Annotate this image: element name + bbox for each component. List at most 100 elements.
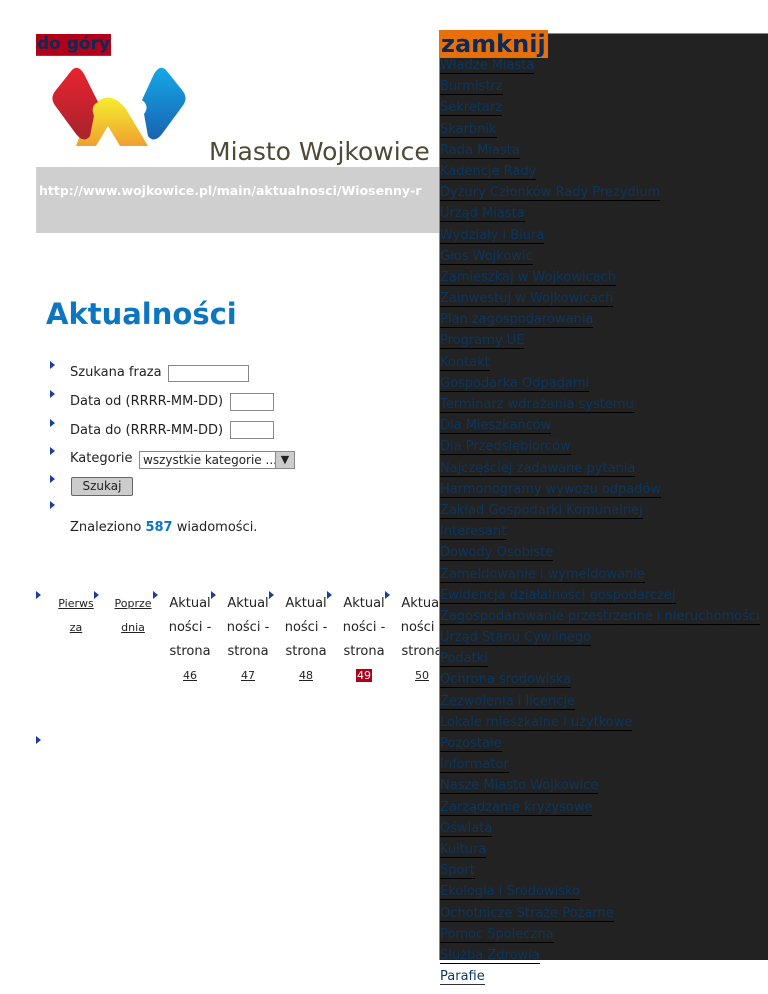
menu-link[interactable]: Ekologia i Środowisko bbox=[440, 884, 581, 901]
date-from-input[interactable] bbox=[230, 393, 274, 411]
menu-link[interactable]: Zezwolenia i licencje bbox=[440, 693, 575, 710]
date-to-input[interactable] bbox=[230, 421, 274, 439]
bullet-icon bbox=[94, 591, 99, 599]
results-number: 587 bbox=[145, 520, 173, 535]
menu-link[interactable]: Zakład Gospodarki Komunalnej bbox=[440, 502, 643, 519]
page-number[interactable]: 47 bbox=[241, 669, 255, 682]
page-title: Aktualności bbox=[46, 297, 237, 331]
prev-page-link[interactable]: Poprzednia bbox=[113, 592, 153, 640]
menu-link[interactable]: Dyżury Członków Rady Prezydium bbox=[440, 185, 661, 202]
search-button[interactable]: Szukaj bbox=[71, 477, 133, 496]
menu-link[interactable]: Terminarz wdrażania systemu bbox=[440, 397, 634, 413]
url-banner: http://www.wojkowice.pl/main/aktualnosci… bbox=[36, 167, 440, 233]
page-link[interactable]: Aktualności - strona 50 bbox=[400, 592, 444, 688]
menu-item: Podatki bbox=[440, 648, 760, 669]
menu-link[interactable]: Urząd Miasta bbox=[440, 206, 525, 223]
menu-link[interactable]: Zarządzanie kryzysowe bbox=[440, 799, 593, 816]
page-link[interactable]: Aktualności - strona 48 bbox=[284, 592, 328, 688]
menu-link[interactable]: Burmistrz bbox=[440, 79, 503, 96]
menu-link[interactable]: Ochotnicze Straże Pożarne bbox=[440, 905, 614, 922]
menu-link[interactable]: Rada Miasta bbox=[440, 142, 520, 159]
menu-link[interactable]: Harmonogramy wywozu odpadów bbox=[440, 481, 662, 498]
menu-item: Skarbnik bbox=[440, 119, 760, 140]
page-label: Aktualności - strona bbox=[226, 596, 270, 659]
menu-link[interactable]: Dla Mieszkańców bbox=[440, 418, 552, 435]
menu-link[interactable]: Plan zagospodarowania bbox=[440, 312, 594, 329]
menu-item: Sport bbox=[440, 860, 760, 881]
menu-link[interactable]: Kadencje Rady bbox=[440, 163, 537, 180]
menu-link[interactable]: Interesant bbox=[440, 524, 507, 541]
back-to-top-link[interactable]: do góry bbox=[36, 34, 112, 56]
bullet-icon bbox=[50, 390, 55, 398]
menu-link[interactable]: Oświata bbox=[440, 820, 493, 837]
menu-item: Zagospodarowanie przestrzenne i nierucho… bbox=[440, 606, 760, 627]
menu-link[interactable]: Kultura bbox=[440, 841, 487, 858]
menu-item: Sekretarz bbox=[440, 97, 760, 118]
menu-link[interactable]: Programy UE bbox=[440, 333, 525, 350]
menu-link[interactable]: Dowody Osobiste bbox=[440, 545, 554, 562]
menu-link[interactable]: Zagospodarowanie przestrzenne i nierucho… bbox=[440, 608, 760, 625]
bullet-icon bbox=[50, 447, 55, 455]
page-number[interactable]: 48 bbox=[299, 669, 313, 682]
menu-link[interactable]: Pomoc Społeczna bbox=[440, 926, 554, 943]
menu-link[interactable]: Zameldowanie i wymeldowanie bbox=[440, 566, 645, 583]
menu-link[interactable]: Informator bbox=[440, 757, 509, 774]
menu-link[interactable]: Zamieszkaj w Wojkowicach bbox=[440, 269, 616, 286]
menu-link[interactable]: Najczęściej zadawane pytania bbox=[440, 460, 636, 477]
menu-link[interactable]: Służba Zdrowia bbox=[440, 947, 540, 964]
menu-link[interactable]: Skarbnik bbox=[440, 121, 497, 138]
menu-item: Dla Mieszkańców bbox=[440, 415, 760, 436]
bullet-icon bbox=[36, 736, 41, 744]
menu-link[interactable]: Wydziały i Biura bbox=[440, 227, 545, 244]
page-number[interactable]: 50 bbox=[415, 669, 429, 682]
menu-link[interactable]: Sport bbox=[440, 863, 475, 880]
close-menu-button[interactable]: zamknij bbox=[439, 30, 548, 58]
menu-link[interactable]: Nasze Miasto Wojkowice bbox=[440, 778, 599, 795]
menu-item: Ochrona środowiska bbox=[440, 669, 760, 690]
url-text: http://www.wojkowice.pl/main/aktualnosci… bbox=[39, 183, 422, 198]
menu-link[interactable]: Sekretarz bbox=[440, 100, 503, 117]
page-link[interactable]: Aktualności - strona 49 bbox=[342, 592, 386, 688]
bullet-icon bbox=[211, 591, 216, 599]
chevron-down-icon: ▼ bbox=[275, 452, 294, 468]
menu-item: Plan zagospodarowania bbox=[440, 309, 760, 330]
menu-link[interactable]: Dla Przedsiębiorców bbox=[440, 439, 571, 456]
wojkowice-logo bbox=[52, 67, 186, 146]
menu-item: Harmonogramy wywozu odpadów bbox=[440, 479, 760, 500]
page-link[interactable]: Aktualności - strona 47 bbox=[226, 592, 270, 688]
menu-link[interactable]: Kontakt bbox=[440, 354, 490, 371]
menu-item: Kadencje Rady bbox=[440, 161, 760, 182]
menu-link[interactable]: Ewidencja działalności gospodarczej bbox=[440, 587, 676, 604]
menu-link[interactable]: Podatki bbox=[440, 651, 488, 668]
menu-link[interactable]: Zainwestuj w Wojkowicach bbox=[440, 291, 614, 308]
menu-link[interactable]: Pozostałe bbox=[440, 736, 502, 752]
menu-link[interactable]: Lokale mieszkalne i użytkowe bbox=[440, 714, 633, 731]
menu-link[interactable]: Władze Miasta bbox=[440, 58, 535, 74]
menu-link[interactable]: Ochrona środowiska bbox=[440, 672, 572, 689]
page-number[interactable]: 49 bbox=[356, 669, 372, 682]
prev-page-text[interactable]: Poprzednia bbox=[114, 597, 152, 634]
menu-link[interactable]: Głos Wojkowic bbox=[440, 248, 533, 265]
menu-item: Programy UE bbox=[440, 330, 760, 351]
page-number[interactable]: 46 bbox=[183, 669, 197, 682]
page-link[interactable]: Aktualności - strona 46 bbox=[168, 592, 212, 688]
phrase-input[interactable] bbox=[168, 365, 249, 382]
menu-item: Kultura bbox=[440, 839, 760, 860]
bullet-icon bbox=[50, 475, 55, 483]
menu-item: Dowody Osobiste bbox=[440, 542, 760, 563]
category-select[interactable]: wszystkie kategorie ... ▼ bbox=[139, 451, 295, 469]
menu-item: Zameldowanie i wymeldowanie bbox=[440, 564, 760, 585]
category-label: Kategorie bbox=[70, 451, 133, 466]
phrase-label: Szukana fraza bbox=[70, 365, 162, 380]
site-title: Miasto Wojkowice bbox=[209, 137, 430, 166]
menu-item: Zezwolenia i licencje bbox=[440, 691, 760, 712]
menu-item: Władze Miasta bbox=[440, 55, 760, 76]
first-page-link[interactable]: Pierwsza bbox=[56, 592, 96, 640]
menu-link[interactable]: Parafie bbox=[440, 969, 485, 986]
page-label: Aktualności - strona bbox=[168, 596, 212, 659]
menu-link[interactable]: Gospodarka Odpadami bbox=[440, 375, 590, 392]
menu-panel bbox=[439, 33, 768, 960]
menu-link[interactable]: Urząd Stanu Cywilnego bbox=[440, 630, 592, 647]
first-page-text[interactable]: Pierwsza bbox=[58, 597, 94, 634]
menu-item: Zainwestuj w Wojkowicach bbox=[440, 288, 760, 309]
